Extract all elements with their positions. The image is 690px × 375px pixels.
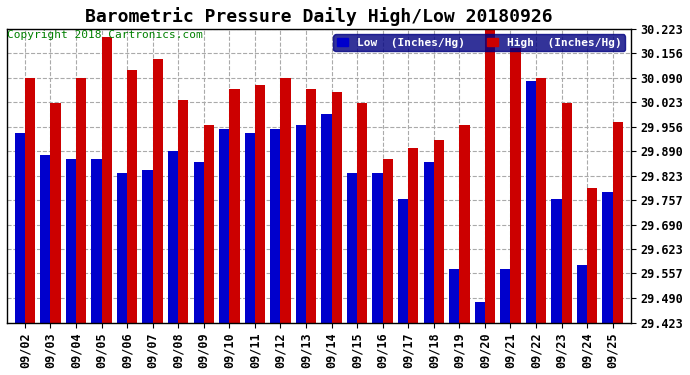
Bar — [66, 159, 76, 323]
Bar — [536, 78, 546, 323]
Bar — [142, 170, 152, 323]
Bar — [551, 199, 562, 323]
Bar — [383, 159, 393, 323]
Bar — [602, 192, 613, 323]
Bar — [306, 89, 316, 323]
Bar — [25, 78, 35, 323]
Bar — [322, 114, 331, 323]
Bar — [50, 104, 61, 323]
Bar — [587, 188, 598, 323]
Bar — [398, 199, 408, 323]
Bar — [577, 265, 587, 323]
Bar — [296, 126, 306, 323]
Bar — [526, 81, 536, 323]
Bar — [357, 104, 367, 323]
Text: Copyright 2018 Cartronics.com: Copyright 2018 Cartronics.com — [7, 30, 203, 39]
Bar — [204, 126, 214, 323]
Bar — [331, 92, 342, 323]
Bar — [117, 173, 127, 323]
Bar — [101, 38, 112, 323]
Bar — [511, 48, 521, 323]
Bar — [485, 26, 495, 323]
Bar — [460, 126, 470, 323]
Bar — [127, 70, 137, 323]
Bar — [91, 159, 101, 323]
Bar — [168, 151, 178, 323]
Bar — [229, 89, 239, 323]
Bar — [408, 147, 418, 323]
Bar — [245, 133, 255, 323]
Bar — [449, 269, 460, 323]
Bar — [500, 269, 511, 323]
Bar — [255, 85, 265, 323]
Bar — [14, 133, 25, 323]
Bar — [193, 162, 204, 323]
Bar — [475, 302, 485, 323]
Bar — [280, 78, 290, 323]
Title: Barometric Pressure Daily High/Low 20180926: Barometric Pressure Daily High/Low 20180… — [85, 7, 553, 26]
Bar — [270, 129, 280, 323]
Bar — [178, 100, 188, 323]
Bar — [40, 155, 50, 323]
Bar — [373, 173, 383, 323]
Bar — [347, 173, 357, 323]
Bar — [562, 104, 572, 323]
Bar — [76, 78, 86, 323]
Bar — [434, 140, 444, 323]
Bar — [424, 162, 434, 323]
Legend: Low  (Inches/Hg), High  (Inches/Hg): Low (Inches/Hg), High (Inches/Hg) — [333, 34, 625, 51]
Bar — [613, 122, 623, 323]
Bar — [219, 129, 229, 323]
Bar — [152, 59, 163, 323]
